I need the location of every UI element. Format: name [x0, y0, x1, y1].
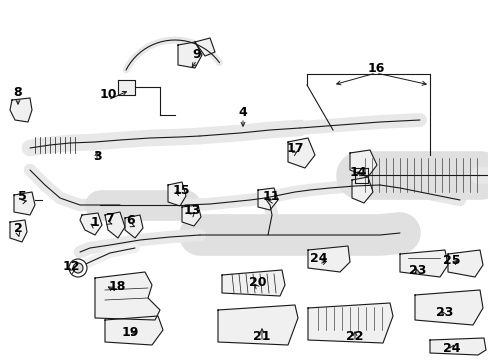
- Polygon shape: [351, 177, 372, 203]
- Text: 2: 2: [14, 221, 22, 234]
- Polygon shape: [10, 220, 27, 242]
- Text: 23: 23: [435, 306, 453, 319]
- Ellipse shape: [69, 259, 87, 277]
- Text: 1: 1: [90, 216, 99, 229]
- Text: 7: 7: [104, 211, 113, 225]
- Text: 10: 10: [99, 89, 117, 102]
- Text: 15: 15: [172, 184, 189, 197]
- Polygon shape: [168, 182, 185, 206]
- Text: 16: 16: [366, 62, 384, 75]
- Text: 19: 19: [121, 325, 139, 338]
- Polygon shape: [105, 316, 163, 345]
- Polygon shape: [429, 338, 485, 355]
- Polygon shape: [80, 213, 102, 235]
- Polygon shape: [399, 250, 447, 277]
- Text: 6: 6: [126, 213, 135, 226]
- Polygon shape: [14, 192, 35, 215]
- Text: 9: 9: [192, 49, 201, 62]
- Text: 3: 3: [93, 150, 101, 163]
- Polygon shape: [10, 98, 32, 122]
- Polygon shape: [95, 272, 160, 320]
- Polygon shape: [414, 290, 482, 325]
- Polygon shape: [118, 80, 135, 95]
- Polygon shape: [182, 205, 201, 226]
- Text: 23: 23: [408, 264, 426, 276]
- Text: 8: 8: [14, 86, 22, 99]
- Ellipse shape: [73, 263, 83, 273]
- Text: 5: 5: [18, 190, 26, 203]
- Text: 14: 14: [348, 166, 366, 179]
- Text: 24: 24: [442, 342, 460, 355]
- Text: 18: 18: [108, 280, 125, 293]
- Text: 12: 12: [62, 261, 80, 274]
- Text: 22: 22: [346, 330, 363, 343]
- Polygon shape: [105, 212, 125, 238]
- Text: 17: 17: [285, 141, 303, 154]
- Text: 24: 24: [309, 252, 327, 266]
- Text: 13: 13: [183, 203, 200, 216]
- Polygon shape: [218, 305, 297, 345]
- Polygon shape: [222, 270, 285, 296]
- Polygon shape: [349, 150, 376, 177]
- Polygon shape: [195, 38, 215, 56]
- Polygon shape: [287, 138, 314, 168]
- Text: 20: 20: [249, 276, 266, 289]
- Polygon shape: [307, 303, 392, 343]
- Polygon shape: [178, 42, 202, 68]
- Polygon shape: [447, 250, 482, 277]
- Text: 25: 25: [442, 253, 460, 266]
- Polygon shape: [125, 215, 142, 238]
- Text: 11: 11: [262, 189, 279, 202]
- Text: 21: 21: [253, 330, 270, 343]
- Polygon shape: [258, 188, 278, 210]
- Text: 4: 4: [238, 107, 247, 120]
- Polygon shape: [307, 246, 349, 272]
